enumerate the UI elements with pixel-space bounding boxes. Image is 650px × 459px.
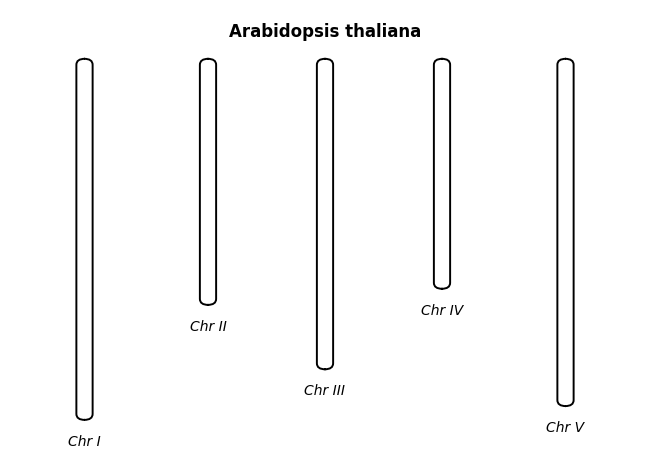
FancyBboxPatch shape: [558, 60, 573, 406]
Text: Chr III: Chr III: [304, 383, 346, 397]
FancyBboxPatch shape: [200, 60, 216, 305]
FancyBboxPatch shape: [317, 60, 333, 369]
Text: Chr I: Chr I: [68, 434, 101, 448]
Text: Chr IV: Chr IV: [421, 303, 463, 317]
FancyBboxPatch shape: [434, 60, 450, 289]
Text: Chr V: Chr V: [547, 420, 584, 434]
FancyBboxPatch shape: [77, 60, 93, 420]
Text: Arabidopsis thaliana: Arabidopsis thaliana: [229, 23, 421, 41]
Text: Chr II: Chr II: [190, 319, 226, 333]
